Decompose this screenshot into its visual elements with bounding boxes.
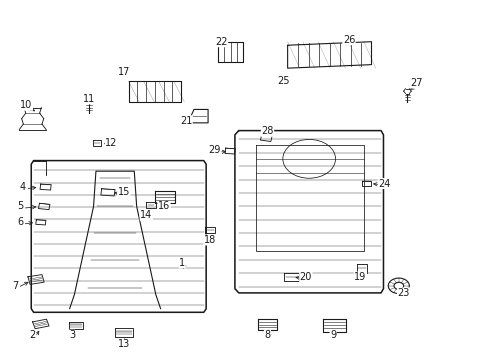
Text: 6: 6	[17, 217, 23, 227]
Text: 22: 22	[215, 37, 227, 47]
Text: 11: 11	[82, 94, 95, 104]
Text: 5: 5	[17, 202, 23, 211]
Text: 13: 13	[118, 339, 130, 349]
Text: 9: 9	[329, 330, 336, 340]
Text: 4: 4	[20, 182, 26, 192]
Text: 3: 3	[69, 330, 75, 340]
Text: 26: 26	[342, 35, 354, 45]
Text: 21: 21	[180, 116, 192, 126]
Text: 10: 10	[20, 100, 33, 110]
Text: 29: 29	[208, 145, 221, 155]
Text: 7: 7	[12, 281, 19, 291]
Text: 16: 16	[158, 202, 170, 211]
Text: 19: 19	[354, 272, 366, 282]
Text: 18: 18	[203, 235, 216, 245]
Text: 24: 24	[378, 179, 390, 189]
Text: 23: 23	[397, 288, 409, 298]
Text: 25: 25	[277, 76, 289, 86]
Text: 15: 15	[117, 187, 130, 197]
Text: 8: 8	[264, 330, 270, 340]
Text: 1: 1	[179, 258, 185, 268]
Text: 14: 14	[140, 210, 152, 220]
Text: 17: 17	[117, 67, 130, 77]
Text: 12: 12	[105, 138, 117, 148]
Text: 28: 28	[261, 126, 273, 136]
Text: 27: 27	[409, 78, 422, 88]
Text: 20: 20	[299, 272, 311, 282]
Text: 2: 2	[29, 330, 36, 340]
